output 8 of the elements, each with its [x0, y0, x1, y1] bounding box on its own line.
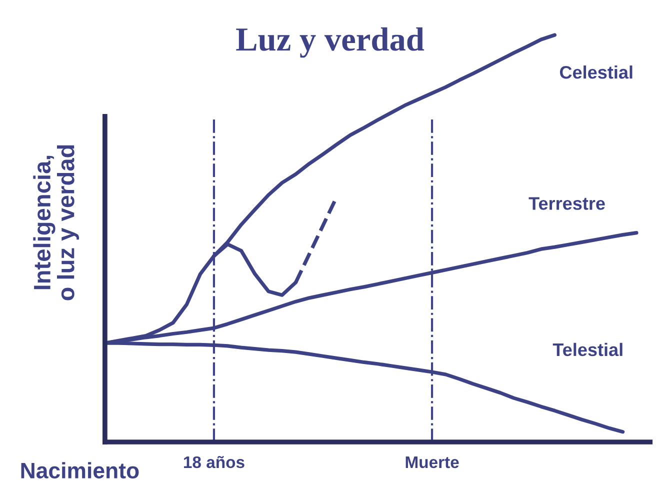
series-label: Terrestre — [528, 197, 605, 210]
series-label: Celestial — [560, 65, 632, 79]
text: Telestial — [552, 342, 622, 356]
y-axis-title: Inteligencia, o luz y verdad — [33, 145, 80, 300]
x-tick-label: 18 años — [184, 456, 244, 468]
x-axis-title: Nacimiento — [21, 462, 139, 478]
x-tick-label: Muerte — [406, 456, 459, 468]
chart-title: Luz y verdad — [236, 27, 424, 58]
